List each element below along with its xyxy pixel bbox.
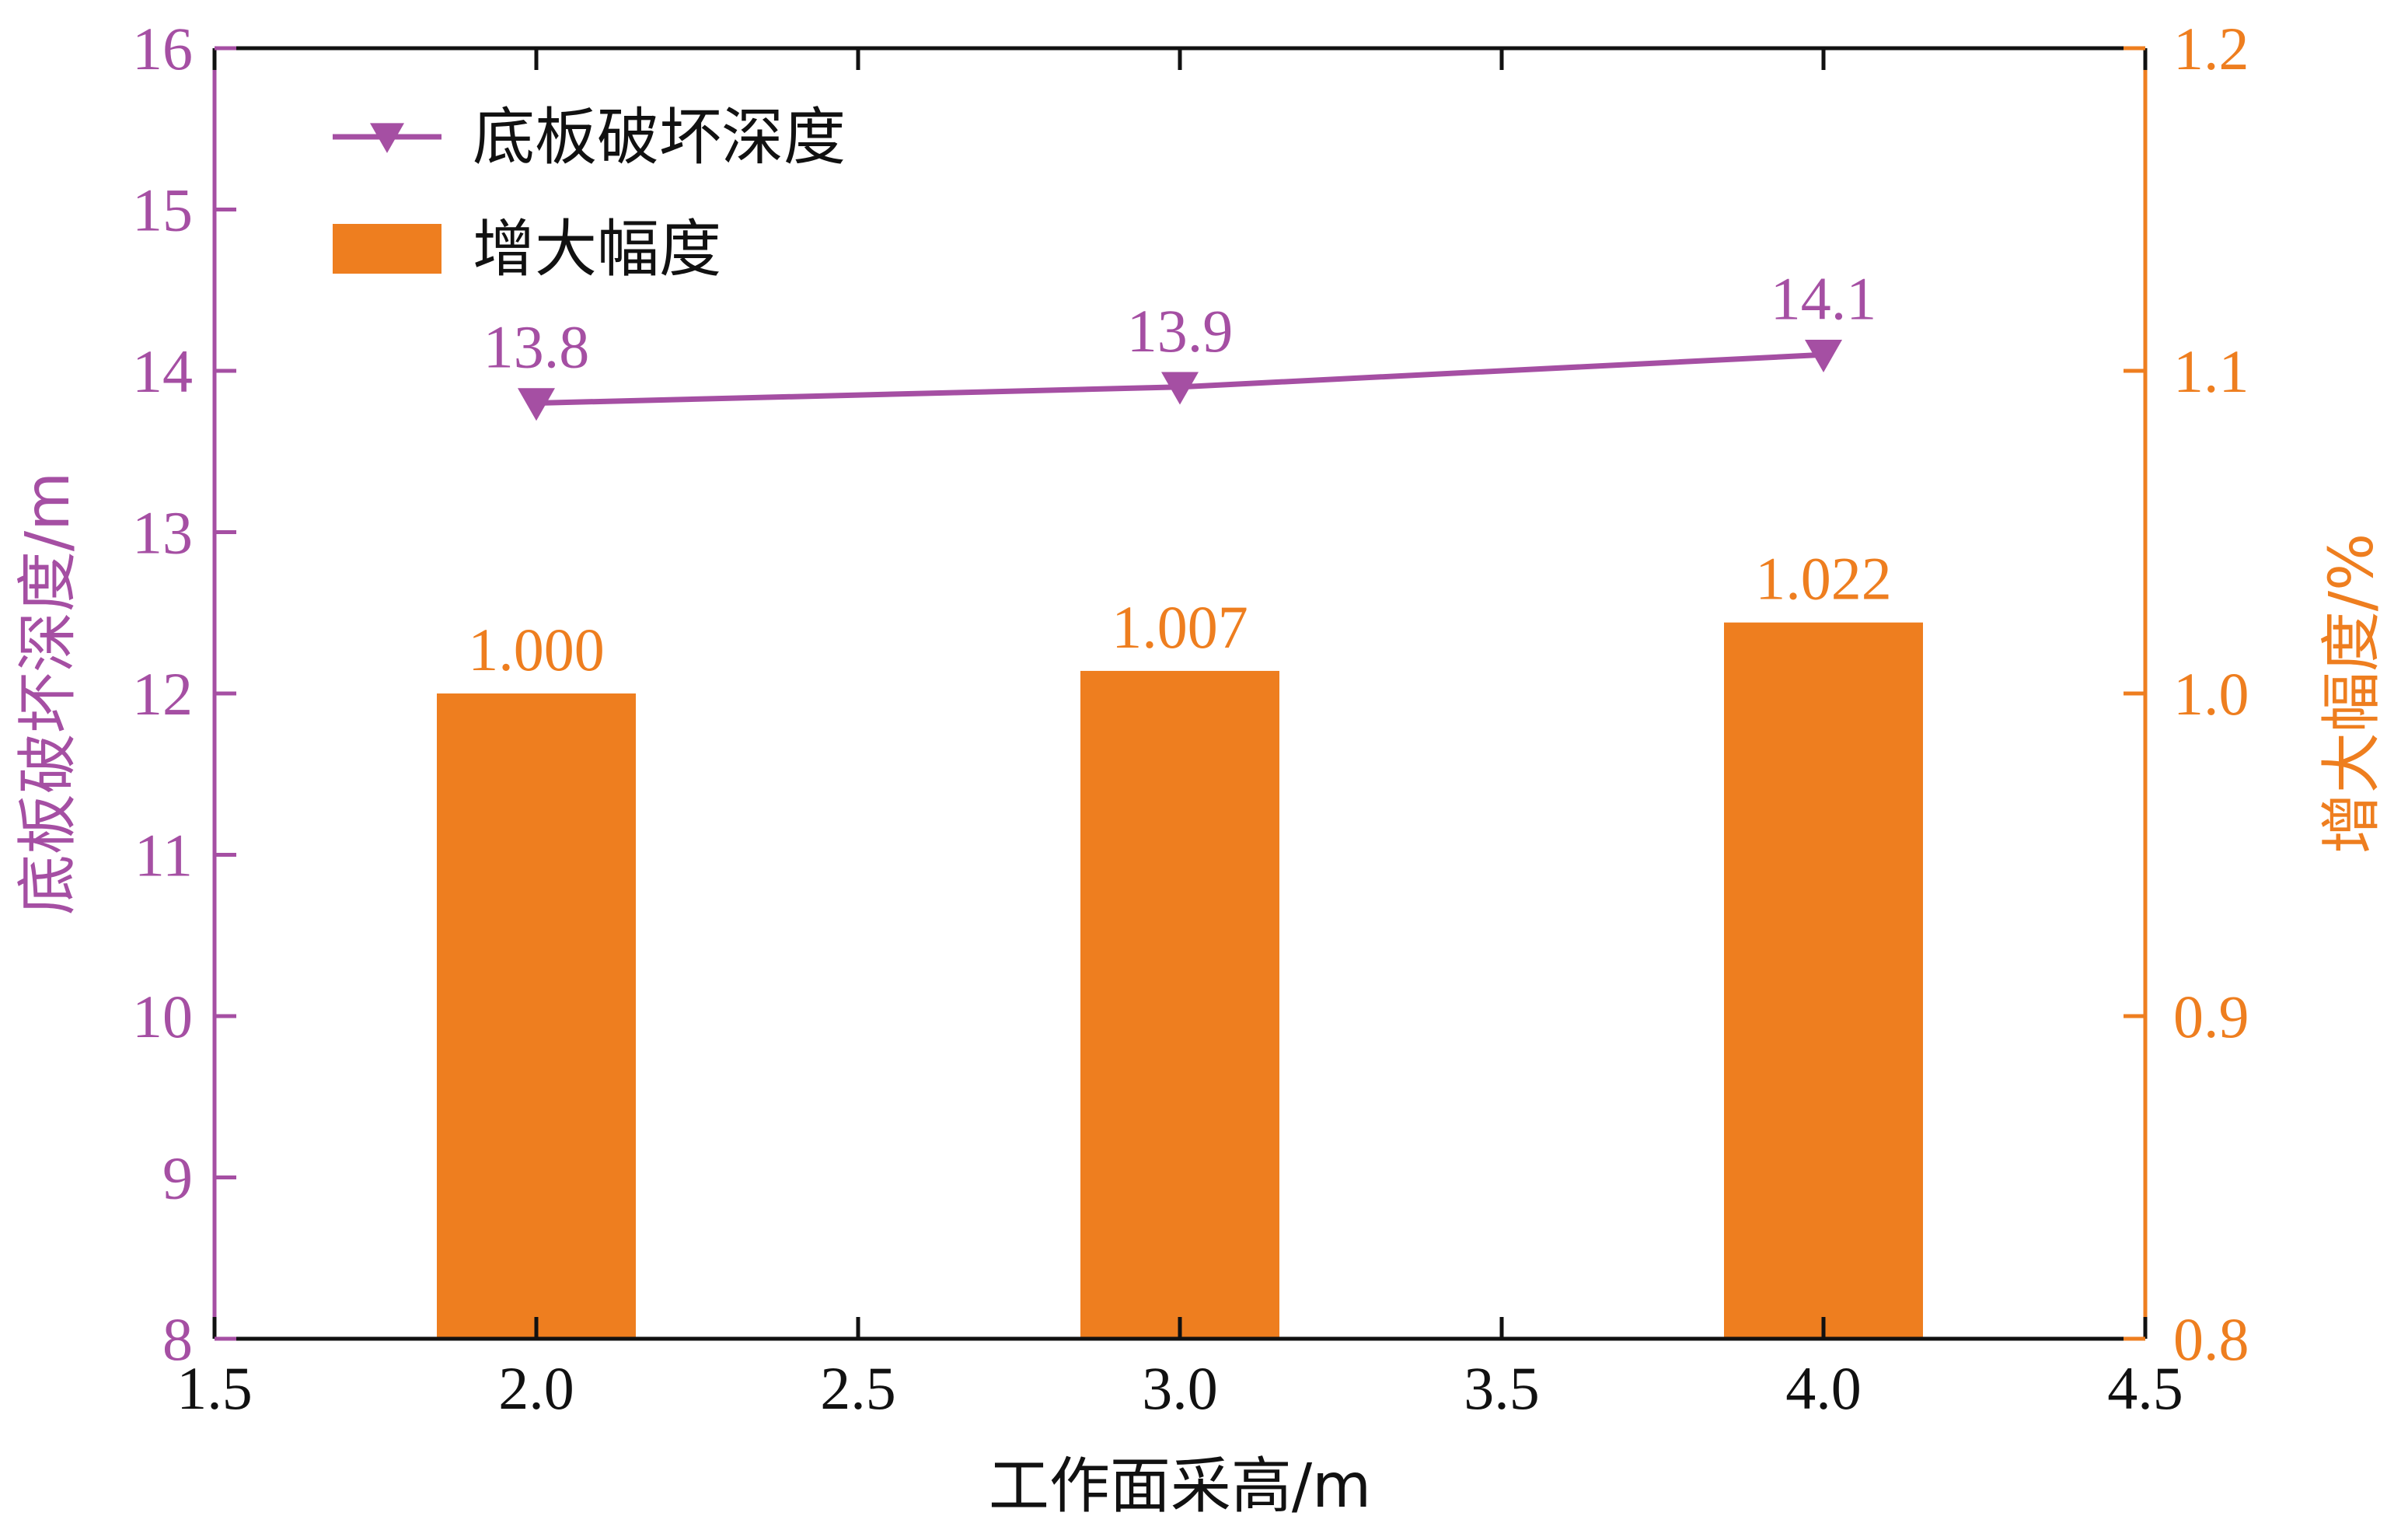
bar-label-0: 1.000 [468, 616, 605, 683]
x-tick-label-6: 4.5 [2107, 1354, 2183, 1422]
bar-series [437, 622, 1923, 1339]
data-labels: 1.000 1.007 1.022 13.8 13.9 14.1 [468, 264, 1892, 683]
axis-titles: 工作面采高/m 底板破坏深度/m 增大幅度/% [13, 472, 2387, 1521]
y-left-axis-title: 底板破坏深度/m [13, 472, 83, 915]
x-tick-label-0: 1.5 [176, 1354, 253, 1422]
y-axis-left: 8 9 10 11 12 13 14 15 16 [132, 15, 236, 1373]
legend-bar-swatch [333, 224, 441, 274]
y-left-tick-label-5: 13 [132, 499, 193, 567]
y-right-tick-label-2: 1.0 [2173, 660, 2249, 728]
line-marker-1 [1161, 372, 1199, 405]
line-label-1: 13.9 [1127, 297, 1234, 365]
bar-2 [1724, 622, 1923, 1339]
line-marker-2 [1805, 340, 1842, 373]
y-left-tick-label-4: 12 [132, 660, 193, 728]
y-left-tick-label-1: 9 [162, 1144, 193, 1212]
y-left-tick-label-6: 14 [132, 337, 193, 405]
line-marker-0 [518, 388, 555, 421]
y-left-tick-label-8: 16 [132, 15, 193, 82]
legend-line-marker [370, 123, 404, 153]
x-tick-label-1: 2.0 [498, 1354, 574, 1422]
y-right-tick-label-1: 0.9 [2173, 983, 2249, 1050]
line-label-0: 13.8 [483, 313, 590, 381]
y-right-axis-title: 增大幅度/% [2317, 533, 2387, 854]
bar-0 [437, 693, 636, 1339]
y-right-tick-label-3: 1.1 [2173, 337, 2249, 405]
bar-label-2: 1.022 [1755, 545, 1892, 613]
legend-label-line: 底板破坏深度 [473, 101, 846, 173]
y-right-tick-label-4: 1.2 [2173, 15, 2249, 82]
x-tick-label-5: 4.0 [1785, 1354, 1862, 1422]
y-left-tick-label-0: 8 [162, 1305, 193, 1373]
y-axis-right: 0.8 0.9 1.0 1.1 1.2 [2124, 15, 2249, 1373]
bar-1 [1080, 670, 1279, 1339]
x-tick-label-3: 3.0 [1142, 1354, 1218, 1422]
x-axis: 1.5 2.0 2.5 3.0 3.5 4.0 4.5 [176, 48, 2183, 1422]
bar-label-1: 1.007 [1112, 593, 1248, 661]
line-label-2: 14.1 [1771, 264, 1877, 332]
legend-label-bar: 增大幅度 [473, 213, 721, 285]
y-left-tick-label-3: 11 [134, 822, 193, 889]
line-series [518, 340, 1842, 421]
x-tick-label-2: 2.5 [820, 1354, 896, 1422]
x-tick-label-4: 3.5 [1464, 1354, 1540, 1422]
y-right-tick-label-0: 0.8 [2173, 1305, 2249, 1373]
y-left-tick-label-2: 10 [132, 983, 193, 1050]
x-axis-title: 工作面采高/m [989, 1451, 1371, 1521]
y-left-tick-label-7: 15 [132, 176, 193, 244]
